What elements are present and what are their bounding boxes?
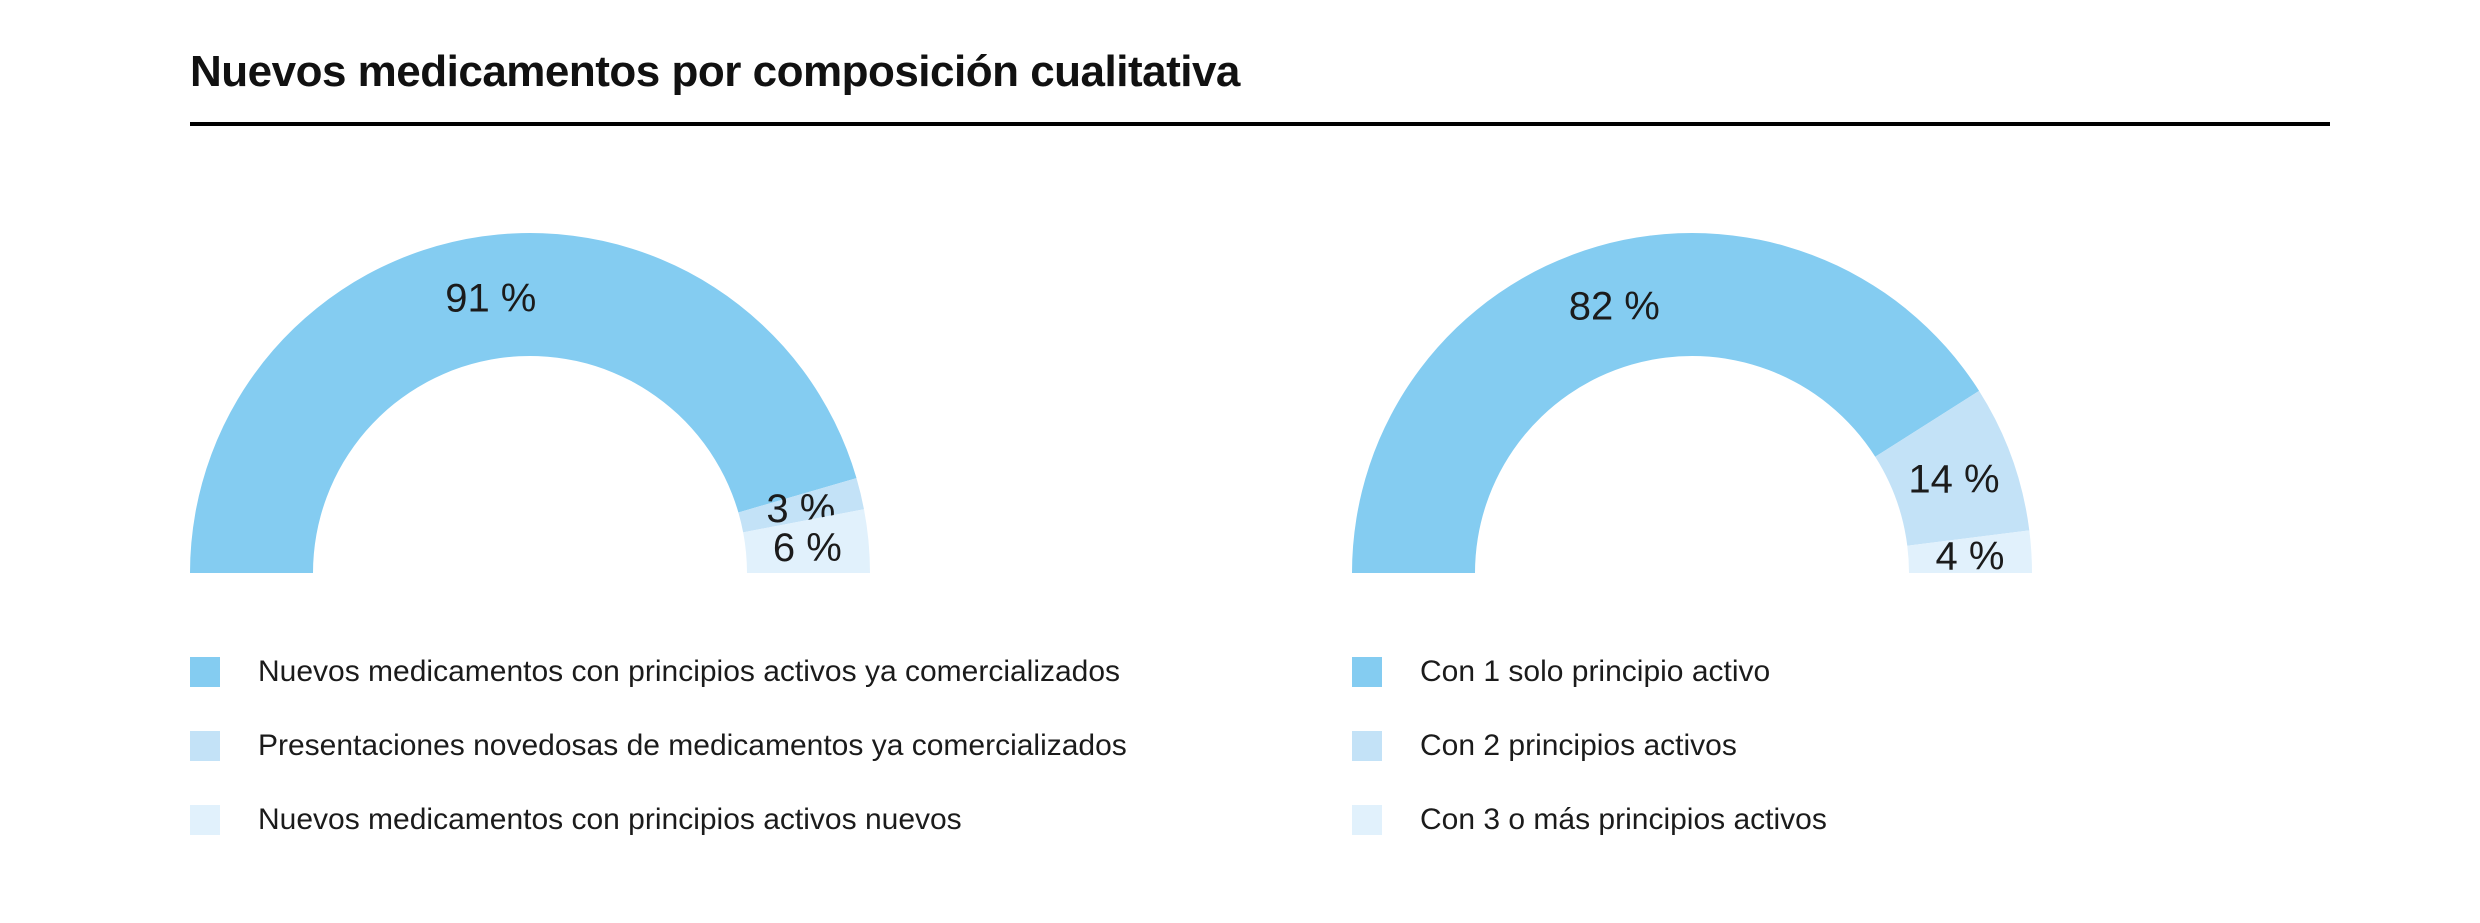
page-title: Nuevos medicamentos por composición cual…: [190, 47, 1240, 96]
half-donut-chart-composition: 91 %3 %6 %: [190, 232, 870, 573]
donut-slice: [1352, 233, 1980, 573]
donut-slice: [1907, 530, 2032, 573]
legend-swatch: [1352, 657, 1382, 687]
legend-swatch: [190, 805, 220, 835]
legend-label: Nuevos medicamentos con principios activ…: [258, 803, 962, 836]
donut-slice: [190, 232, 857, 573]
slice-value-label: 6 %: [773, 526, 842, 570]
slice-value-label: 91 %: [445, 276, 536, 320]
legend-swatch: [190, 731, 220, 761]
donut-slice: [738, 478, 864, 533]
legend-item: Nuevos medicamentos con principios activ…: [190, 803, 1127, 837]
slice-value-label: 14 %: [1908, 458, 1999, 502]
legend-label: Con 2 principios activos: [1420, 729, 1737, 762]
slice-value-label: 4 %: [1936, 535, 2005, 579]
legend-active-ingredients: Con 1 solo principio activo Con 2 princip…: [1352, 655, 1827, 837]
legend-swatch: [190, 657, 220, 687]
slice-value-label: 82 %: [1569, 285, 1660, 329]
legend-item: Con 3 o más principios activos: [1352, 803, 1827, 837]
legend-item: Presentaciones novedosas de medicamentos…: [190, 729, 1127, 763]
legend-label: Presentaciones novedosas de medicamentos…: [258, 729, 1127, 762]
legend-swatch: [1352, 731, 1382, 761]
legend-swatch: [1352, 805, 1382, 835]
legend-composition: Nuevos medicamentos con principios activ…: [190, 655, 1127, 837]
donut-slice: [1875, 390, 2030, 546]
legend-label: Nuevos medicamentos con principios activ…: [258, 655, 1121, 688]
title-underline: [190, 122, 2330, 126]
legend-item: Nuevos medicamentos con principios activ…: [190, 655, 1127, 689]
legend-label: Con 3 o más principios activos: [1420, 803, 1827, 836]
legend-label: Con 1 solo principio activo: [1420, 655, 1771, 688]
legend-item: Con 2 principios activos: [1352, 729, 1827, 763]
donut-slice: [743, 509, 870, 573]
legend-item: Con 1 solo principio activo: [1352, 655, 1827, 689]
half-donut-chart-active-ingredients: 82 % 14 % 4 %: [1352, 233, 2032, 579]
